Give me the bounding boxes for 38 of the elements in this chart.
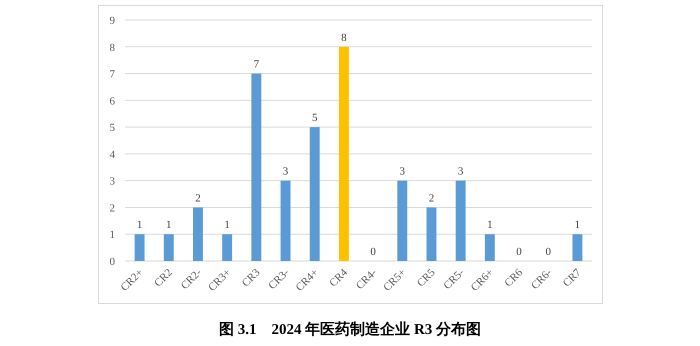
- data-label: 0: [545, 246, 552, 258]
- y-tick-label: 8: [110, 42, 116, 54]
- data-label: 3: [400, 166, 406, 178]
- y-tick-label: 9: [110, 15, 116, 27]
- x-tick-label: CR6-: [528, 266, 555, 292]
- x-tick-label: CR3: [240, 266, 263, 290]
- y-tick-label: 7: [110, 68, 116, 81]
- data-label: 7: [254, 58, 260, 71]
- data-label: 1: [166, 219, 172, 232]
- data-label: 1: [224, 219, 230, 232]
- x-tick-label: CR4: [327, 266, 350, 290]
- data-label: 2: [195, 192, 201, 204]
- data-label: 2: [428, 192, 434, 204]
- y-tick-label: 4: [110, 148, 116, 161]
- x-tick-label: CR7: [560, 266, 584, 290]
- x-tick-label: CR5-: [441, 266, 468, 292]
- x-tick-label: CR6: [502, 266, 526, 290]
- y-tick-label: 3: [110, 176, 116, 188]
- x-tick-label: CR4-: [354, 266, 380, 292]
- data-label: 5: [312, 112, 318, 124]
- y-tick-label: 2: [110, 202, 115, 214]
- x-tick-label: CR3-: [266, 266, 292, 292]
- data-label: 1: [487, 219, 493, 232]
- x-tick-label: CR5: [414, 266, 438, 290]
- y-tick-label: 5: [110, 122, 116, 134]
- y-tick-label: 0: [110, 256, 116, 268]
- y-tick-label: 1: [110, 229, 115, 242]
- x-tick-label: CR2: [152, 266, 175, 290]
- data-label: 8: [341, 32, 348, 44]
- data-label: 1: [574, 219, 580, 232]
- data-label: 1: [136, 219, 142, 232]
- data-label: 3: [458, 166, 464, 178]
- y-tick-label: 6: [110, 95, 116, 108]
- data-label: 0: [370, 246, 376, 258]
- data-label: 3: [282, 166, 289, 178]
- data-label: 0: [516, 246, 522, 258]
- x-tick-label: CR2-: [178, 266, 204, 292]
- text: 图 3.1 2024 年医药制造企业 R3 分布图: [218, 321, 482, 338]
